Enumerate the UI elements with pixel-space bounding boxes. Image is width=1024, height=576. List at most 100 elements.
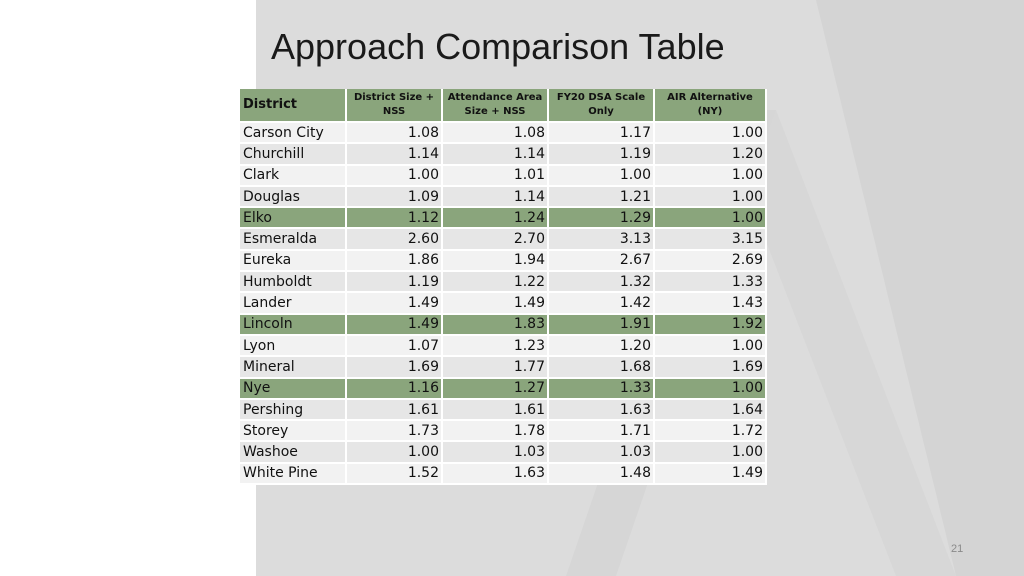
attendance-area-size-nss-cell: 1.03	[443, 442, 549, 464]
attendance-area-size-nss-cell: 1.61	[443, 399, 549, 422]
column-header-air-alternative-ny: AIR Alternative (NY)	[655, 89, 767, 123]
district-size-nss-cell: 1.52	[347, 463, 443, 486]
district-name-cell: Clark	[240, 165, 347, 187]
fy20-dsa-scale-cell: 1.20	[549, 335, 655, 358]
table-row: Carson City 1.08 1.08 1.17 1.00	[240, 123, 767, 145]
district-size-nss-cell: 1.12	[347, 208, 443, 230]
district-name-cell: Humboldt	[240, 272, 347, 294]
table-row: Lyon 1.07 1.23 1.20 1.00	[240, 335, 767, 358]
district-name-cell: Lander	[240, 293, 347, 315]
table-row: Pershing 1.61 1.61 1.63 1.64	[240, 399, 767, 422]
table-row: Elko 1.12 1.24 1.29 1.00	[240, 208, 767, 230]
table-row: Mineral 1.69 1.77 1.68 1.69	[240, 357, 767, 379]
table-row: Washoe 1.00 1.03 1.03 1.00	[240, 442, 767, 464]
district-size-nss-cell: 1.49	[347, 314, 443, 336]
fy20-dsa-scale-cell: 1.32	[549, 272, 655, 294]
comparison-table: District District Size + NSS Attendance …	[240, 89, 767, 486]
fy20-dsa-scale-cell: 1.71	[549, 421, 655, 443]
fy20-dsa-scale-cell: 1.91	[549, 314, 655, 336]
fy20-dsa-scale-cell: 1.19	[549, 144, 655, 166]
air-alternative-cell: 1.49	[655, 463, 767, 486]
air-alternative-cell: 1.00	[655, 186, 767, 209]
column-header-attendance-area-size-nss: Attendance Area Size + NSS	[443, 89, 549, 123]
district-size-nss-cell: 1.09	[347, 186, 443, 209]
page-number: 21	[951, 543, 964, 555]
district-name-cell: Esmeralda	[240, 229, 347, 251]
table-body: Carson City 1.08 1.08 1.17 1.00 Churchill 1.14…	[240, 123, 767, 486]
district-name-cell: White Pine	[240, 463, 347, 486]
attendance-area-size-nss-cell: 1.94	[443, 250, 549, 273]
district-size-nss-cell: 1.73	[347, 421, 443, 443]
table-row: White Pine 1.52 1.63 1.48 1.49	[240, 463, 767, 486]
attendance-area-size-nss-cell: 1.14	[443, 186, 549, 209]
district-size-nss-cell: 1.00	[347, 442, 443, 464]
attendance-area-size-nss-cell: 1.27	[443, 378, 549, 400]
fy20-dsa-scale-cell: 1.21	[549, 186, 655, 209]
district-name-cell: Pershing	[240, 399, 347, 422]
air-alternative-cell: 1.69	[655, 357, 767, 379]
air-alternative-cell: 2.69	[655, 250, 767, 273]
district-size-nss-cell: 1.19	[347, 272, 443, 294]
fy20-dsa-scale-cell: 1.63	[549, 399, 655, 422]
district-size-nss-cell: 1.69	[347, 357, 443, 379]
air-alternative-cell: 1.00	[655, 165, 767, 187]
attendance-area-size-nss-cell: 1.08	[443, 123, 549, 145]
attendance-area-size-nss-cell: 1.77	[443, 357, 549, 379]
table-row: Lincoln 1.49 1.83 1.91 1.92	[240, 314, 767, 336]
air-alternative-cell: 1.00	[655, 208, 767, 230]
air-alternative-cell: 1.00	[655, 378, 767, 400]
fy20-dsa-scale-cell: 1.17	[549, 123, 655, 145]
district-name-cell: Elko	[240, 208, 347, 230]
air-alternative-cell: 1.00	[655, 123, 767, 145]
fy20-dsa-scale-cell: 1.00	[549, 165, 655, 187]
district-name-cell: Lyon	[240, 335, 347, 358]
table-row: Churchill 1.14 1.14 1.19 1.20	[240, 144, 767, 166]
district-size-nss-cell: 1.86	[347, 250, 443, 273]
district-size-nss-cell: 1.00	[347, 165, 443, 187]
fy20-dsa-scale-cell: 1.68	[549, 357, 655, 379]
attendance-area-size-nss-cell: 1.22	[443, 272, 549, 294]
fy20-dsa-scale-cell: 2.67	[549, 250, 655, 273]
air-alternative-cell: 1.20	[655, 144, 767, 166]
attendance-area-size-nss-cell: 1.24	[443, 208, 549, 230]
attendance-area-size-nss-cell: 1.78	[443, 421, 549, 443]
district-size-nss-cell: 1.07	[347, 335, 443, 358]
attendance-area-size-nss-cell: 1.83	[443, 314, 549, 336]
column-header-fy20-dsa-scale-only: FY20 DSA Scale Only	[549, 89, 655, 123]
table-header-row: District District Size + NSS Attendance …	[240, 89, 767, 123]
table-row: Eureka 1.86 1.94 2.67 2.69	[240, 250, 767, 273]
air-alternative-cell: 1.00	[655, 335, 767, 358]
air-alternative-cell: 1.72	[655, 421, 767, 443]
table-row: Storey 1.73 1.78 1.71 1.72	[240, 421, 767, 443]
district-name-cell: Eureka	[240, 250, 347, 273]
table-row: Nye 1.16 1.27 1.33 1.00	[240, 378, 767, 400]
fy20-dsa-scale-cell: 1.03	[549, 442, 655, 464]
attendance-area-size-nss-cell: 1.01	[443, 165, 549, 187]
district-size-nss-cell: 2.60	[347, 229, 443, 251]
district-size-nss-cell: 1.61	[347, 399, 443, 422]
district-size-nss-cell: 1.14	[347, 144, 443, 166]
district-name-cell: Washoe	[240, 442, 347, 464]
district-name-cell: Mineral	[240, 357, 347, 379]
air-alternative-cell: 1.92	[655, 314, 767, 336]
table-row: Humboldt 1.19 1.22 1.32 1.33	[240, 272, 767, 294]
table-row: Douglas 1.09 1.14 1.21 1.00	[240, 186, 767, 209]
attendance-area-size-nss-cell: 2.70	[443, 229, 549, 251]
district-size-nss-cell: 1.08	[347, 123, 443, 145]
air-alternative-cell: 1.33	[655, 272, 767, 294]
district-size-nss-cell: 1.49	[347, 293, 443, 315]
district-name-cell: Nye	[240, 378, 347, 400]
district-size-nss-cell: 1.16	[347, 378, 443, 400]
column-header-district-size-nss: District Size + NSS	[347, 89, 443, 123]
attendance-area-size-nss-cell: 1.49	[443, 293, 549, 315]
table-row: Clark 1.00 1.01 1.00 1.00	[240, 165, 767, 187]
air-alternative-cell: 3.15	[655, 229, 767, 251]
air-alternative-cell: 1.64	[655, 399, 767, 422]
fy20-dsa-scale-cell: 1.33	[549, 378, 655, 400]
column-header-district: District	[240, 89, 347, 123]
air-alternative-cell: 1.00	[655, 442, 767, 464]
fy20-dsa-scale-cell: 1.42	[549, 293, 655, 315]
district-name-cell: Storey	[240, 421, 347, 443]
fy20-dsa-scale-cell: 1.29	[549, 208, 655, 230]
district-name-cell: Carson City	[240, 123, 347, 145]
